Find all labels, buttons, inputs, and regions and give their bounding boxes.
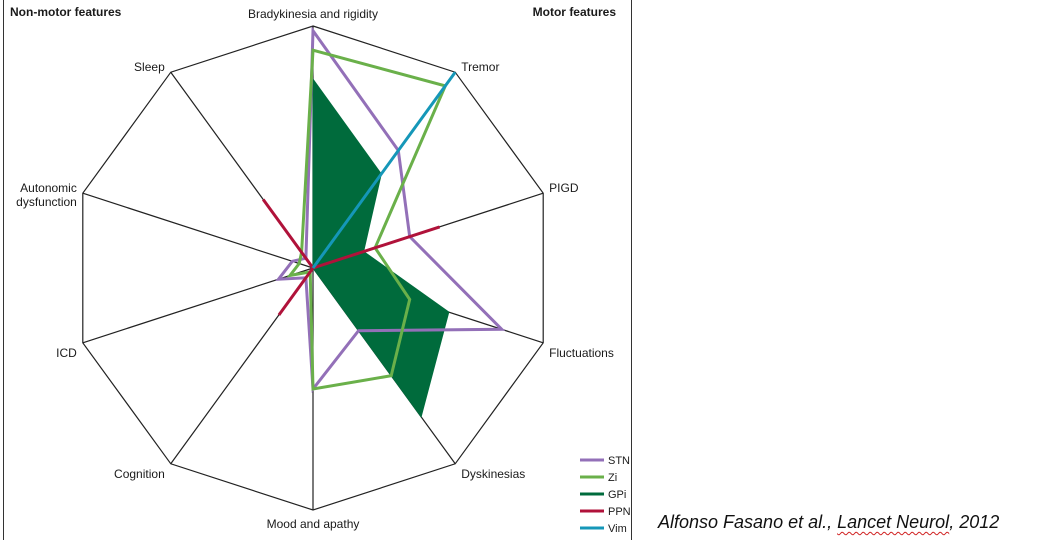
axis-label-fluctuations: Fluctuations — [549, 346, 614, 360]
series-vim — [311, 71, 457, 269]
legend-label-zi: Zi — [608, 472, 617, 484]
axis-label-icd: ICD — [56, 346, 77, 360]
axis-labels: Bradykinesia and rigidity Tremor PIGD Fluct… — [16, 7, 614, 531]
axis-label-line: Mood and apathy — [267, 517, 360, 531]
axis-label-cognition: Cognition — [114, 467, 165, 481]
citation-journal: Lancet Neurol — [837, 512, 950, 532]
axis-label-line: Fluctuations — [549, 346, 614, 360]
axis-label-tremor: Tremor — [461, 60, 499, 74]
series-gpi — [312, 77, 450, 418]
citation-year: , 2012 — [949, 512, 1000, 532]
legend-label-ppn: PPN — [608, 506, 631, 518]
right-border-line — [631, 0, 632, 540]
axis-label-sleep: Sleep — [134, 60, 165, 74]
left-border-line — [3, 0, 4, 540]
axis-label-line: Autonomic — [20, 181, 77, 195]
axis-label-mood-and-apathy: Mood and apathy — [267, 517, 360, 531]
non-motor-header: Non-motor features — [10, 5, 122, 19]
motor-header: Motor features — [533, 5, 617, 19]
citation-authors: Alfonso Fasano et al., — [658, 512, 838, 532]
axis-label-pigd: PIGD — [549, 181, 579, 195]
axis-label-line: ICD — [56, 346, 77, 360]
radar-figure: Non-motor features Motor features Bradyk… — [3, 0, 632, 540]
axis-label-line: Bradykinesia and rigidity — [248, 7, 378, 21]
axis-label-line: Sleep — [134, 60, 165, 74]
legend-label-stn: STN — [608, 455, 630, 467]
radar-series — [261, 26, 506, 418]
legend-label-vim: Vim — [608, 523, 627, 535]
axis-label-bradykinesia-and-rigidity: Bradykinesia and rigidity — [248, 7, 378, 21]
axis-label-dyskinesias: Dyskinesias — [461, 467, 525, 481]
series-zi — [286, 48, 448, 391]
radar-chart: Non-motor features Motor features Bradyk… — [10, 5, 631, 535]
spoke-autonomic-dysfunction — [82, 192, 314, 269]
axis-label-line: dysfunction — [16, 195, 77, 209]
legend-label-gpi: GPi — [608, 489, 626, 501]
citation: Alfonso Fasano et al., Lancet Neurol, 20… — [658, 512, 999, 533]
axis-label-autonomic-dysfunction: Autonomic dysfunction — [16, 181, 77, 209]
axis-label-line: Dyskinesias — [461, 467, 525, 481]
axis-label-line: Cognition — [114, 467, 165, 481]
axis-label-line: Tremor — [461, 60, 499, 74]
series-ppn — [261, 198, 441, 316]
outer-polygon — [82, 25, 544, 511]
legend: STN Zi GPi PPN Vim — [580, 455, 631, 535]
axis-label-line: PIGD — [549, 181, 579, 195]
spoke-icd — [82, 267, 314, 344]
